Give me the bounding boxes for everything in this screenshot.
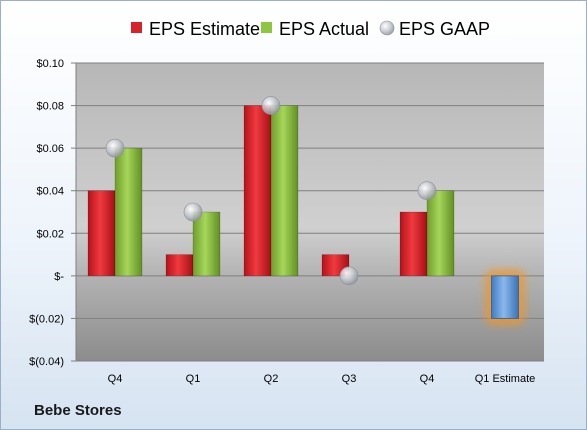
x-tick-label: Q1 — [186, 373, 201, 385]
eps-actual-bar — [270, 105, 299, 277]
eps-gaap-marker — [339, 266, 359, 286]
eps-gaap-marker — [417, 181, 437, 201]
x-tick-label: Q4 — [420, 373, 435, 385]
company-name: Bebe Stores — [34, 402, 122, 419]
legend-swatch — [131, 22, 142, 33]
legend-label: EPS Estimate — [149, 19, 260, 39]
y-tick-label: $(0.04) — [29, 356, 64, 368]
y-tick-label: $- — [54, 271, 64, 283]
eps-estimate-bar — [243, 105, 272, 277]
y-tick-label: $0.10 — [36, 58, 64, 70]
y-tick-label: $0.08 — [36, 101, 64, 113]
y-tick-label: $(0.02) — [29, 313, 64, 325]
legend-label: EPS GAAP — [399, 19, 490, 39]
eps-actual-bar — [114, 147, 143, 277]
legend-swatch — [261, 22, 272, 33]
eps-estimate-bar — [399, 211, 428, 277]
y-tick-label: $0.02 — [36, 228, 64, 240]
eps-estimate-bar — [87, 190, 116, 277]
eps-actual-bar — [426, 190, 455, 277]
y-tick-label: $0.06 — [36, 143, 64, 155]
x-tick-label: Q4 — [108, 373, 123, 385]
plot-area — [76, 63, 544, 361]
eps-actual-bar — [192, 211, 221, 277]
legend-label: EPS Actual — [279, 19, 369, 39]
eps-gaap-marker — [105, 138, 125, 158]
x-tick-label: Q2 — [264, 373, 279, 385]
x-tick-label: Q1 Estimate — [475, 373, 536, 385]
eps-estimate-bar — [165, 254, 194, 277]
eps-gaap-marker — [261, 96, 281, 115]
y-tick-label: $0.04 — [36, 186, 64, 198]
next-estimate-bar — [491, 275, 519, 319]
x-tick-label: Q3 — [342, 373, 357, 385]
legend-swatch — [379, 20, 395, 36]
eps-gaap-marker — [183, 202, 203, 222]
